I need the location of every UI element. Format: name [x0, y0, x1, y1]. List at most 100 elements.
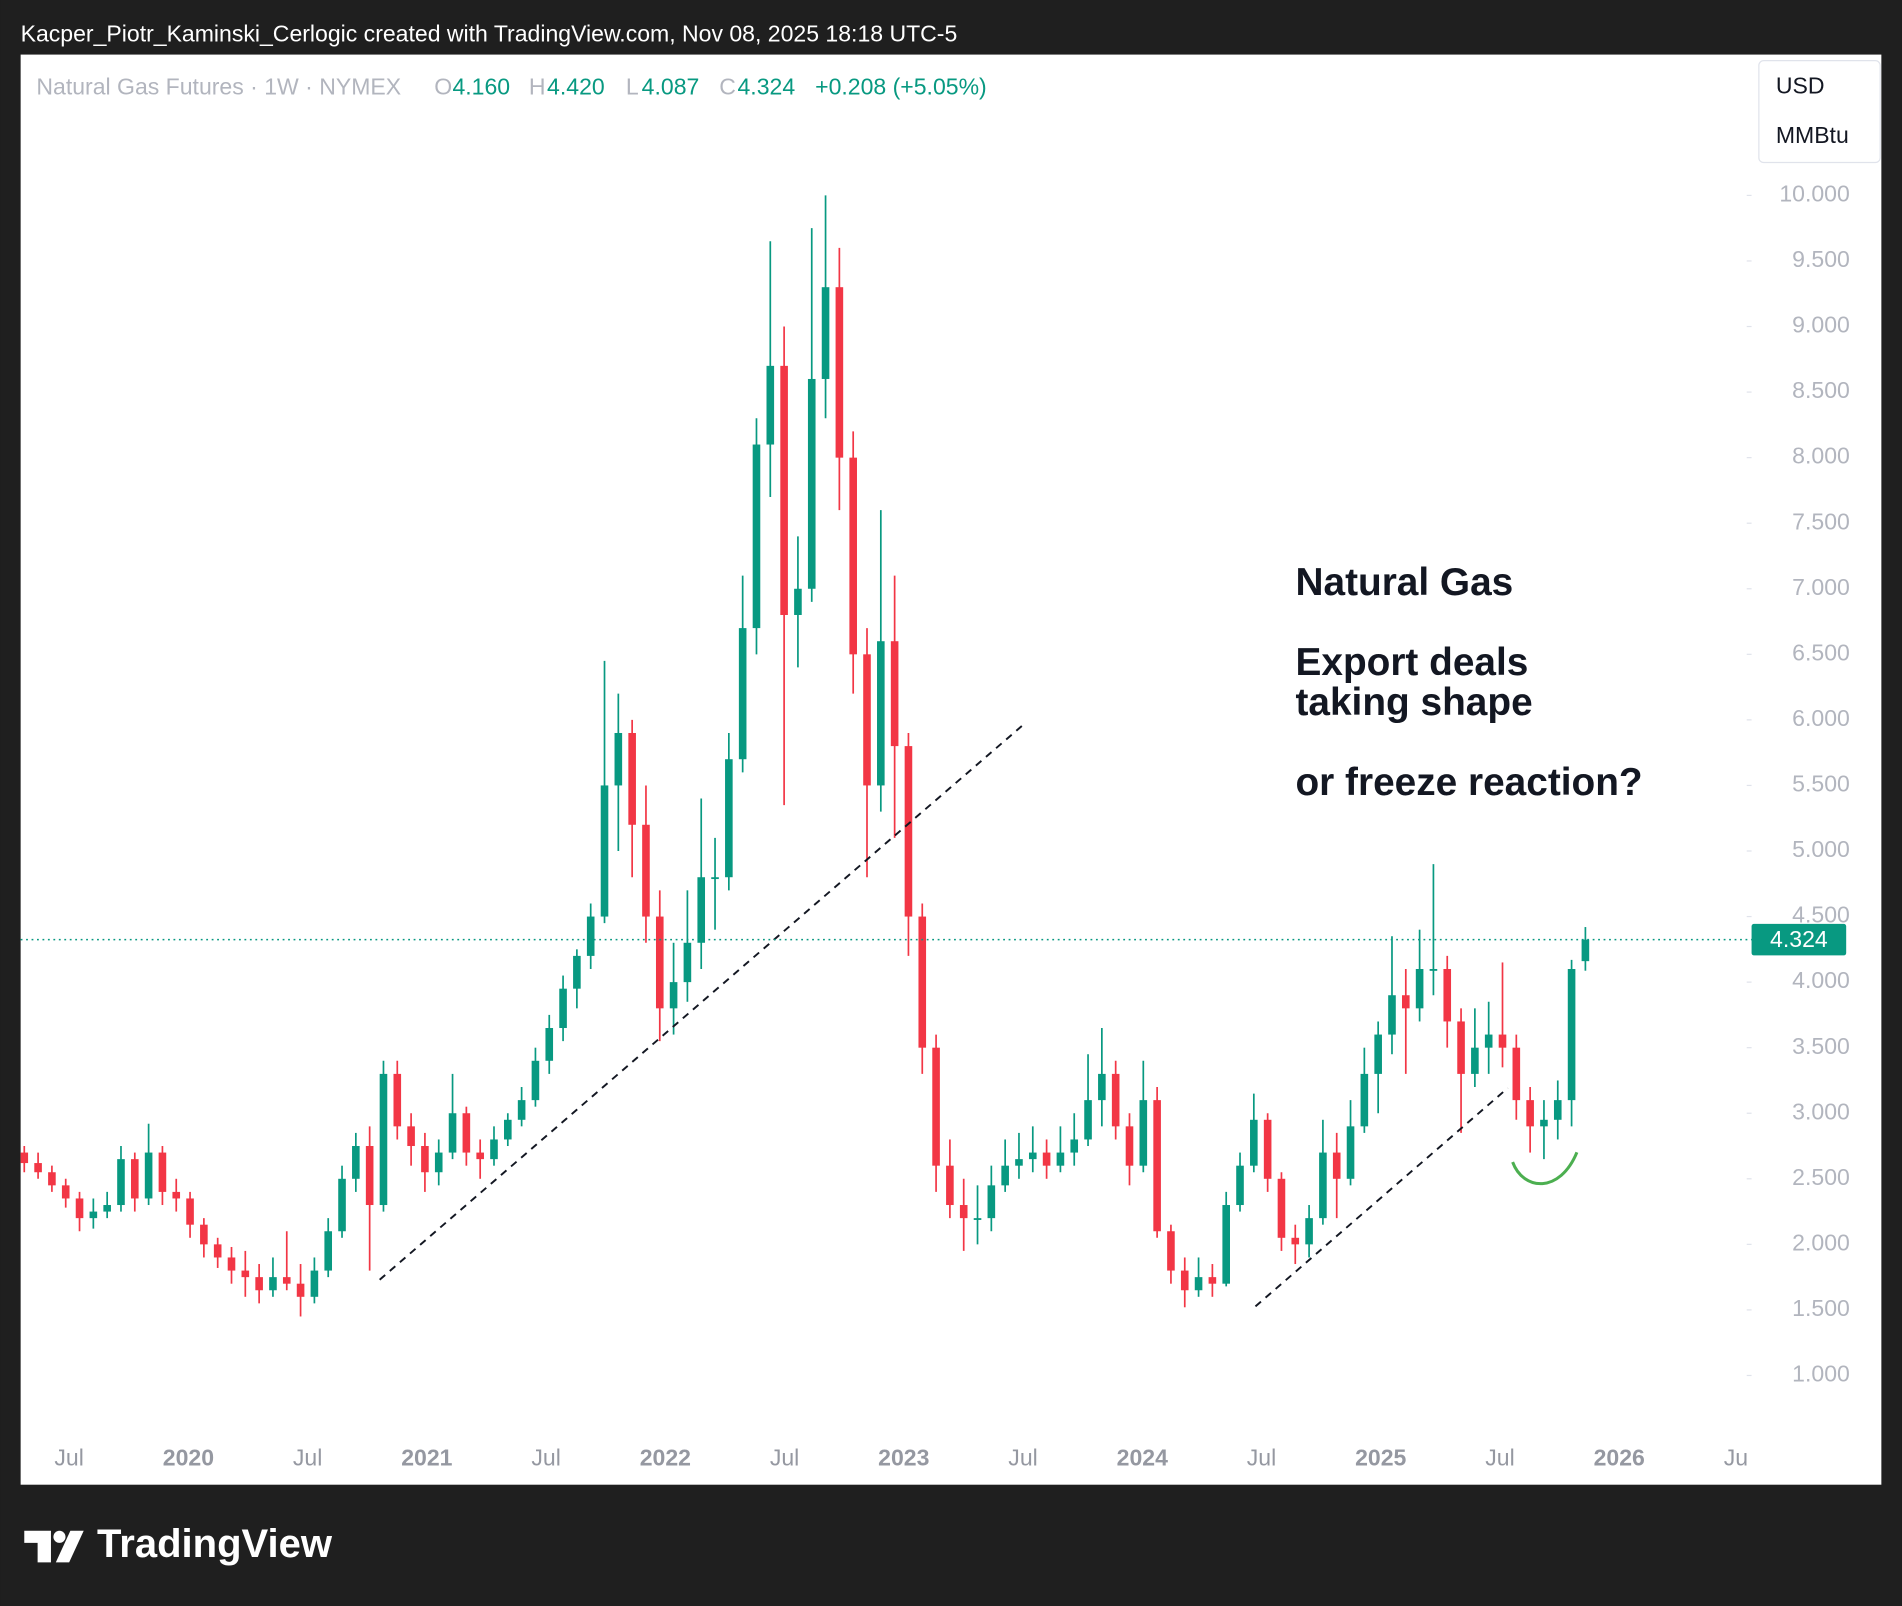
candle-body: [1250, 1119, 1258, 1166]
y-tick-label: 10.000: [1779, 181, 1849, 207]
x-tick-label: 2024: [1117, 1444, 1168, 1470]
candle-body: [642, 824, 650, 917]
x-tick-label: Jul: [54, 1444, 83, 1470]
x-tick-label: Jul: [293, 1444, 322, 1470]
candle-body: [1056, 1152, 1065, 1166]
annotation: or freeze reaction?: [1295, 761, 1642, 804]
candle-body: [807, 378, 816, 589]
x-tick-label: 2025: [1355, 1444, 1406, 1470]
candle-body: [932, 1047, 940, 1166]
trend-line: [1254, 1087, 1509, 1308]
candle-body: [614, 732, 623, 786]
candle-body: [1222, 1205, 1230, 1284]
candle-body: [669, 982, 678, 1009]
x-tick-label: Jul: [1247, 1444, 1276, 1470]
candle-body: [1263, 1119, 1272, 1179]
candle-body: [186, 1198, 194, 1225]
unit-box[interactable]: [1758, 60, 1881, 164]
candle-body: [683, 942, 692, 983]
x-tick-label: 2026: [1594, 1444, 1645, 1470]
candle-body: [1360, 1073, 1369, 1127]
candle-body: [282, 1277, 291, 1284]
candle-body: [296, 1283, 305, 1297]
ohlc-key: O: [434, 74, 452, 100]
candle-body: [1415, 969, 1424, 1009]
trend-line: [379, 724, 1024, 1281]
y-tick-label: 3.000: [1792, 1098, 1850, 1124]
candle-body: [877, 641, 885, 786]
candle-body: [269, 1277, 277, 1291]
ohlc-legend: Natural Gas Futures · 1W · NYMEX O 4.160…: [36, 74, 986, 100]
candle-body: [600, 785, 609, 917]
x-tick-label: Jul: [1008, 1444, 1037, 1470]
y-tick-label: 9.500: [1792, 246, 1850, 272]
candle-body: [628, 732, 636, 825]
candle-body: [1084, 1100, 1092, 1140]
x-tick-label: Jul: [531, 1444, 560, 1470]
candle-body: [973, 1218, 982, 1220]
annotation: taking shape: [1295, 681, 1532, 724]
candle-body: [1208, 1277, 1217, 1284]
candle-body: [89, 1211, 98, 1219]
currency: USD: [1776, 72, 1825, 98]
candle-body: [738, 628, 747, 760]
candle-body: [1098, 1073, 1106, 1101]
header-credit: Kacper_Piotr_Kaminski_Cerlogic created w…: [21, 20, 958, 46]
candle-body: [1512, 1047, 1521, 1101]
y-tick-label: 8.500: [1792, 377, 1850, 403]
candle-body: [130, 1159, 139, 1199]
y-tick-label: 2.000: [1792, 1229, 1850, 1255]
candle-body: [1498, 1034, 1507, 1048]
candle-body: [1553, 1100, 1562, 1120]
x-tick-label: Jul: [1485, 1444, 1514, 1470]
candle-body: [20, 1152, 29, 1164]
candle-body: [1429, 969, 1438, 971]
candle-body: [200, 1224, 208, 1245]
candle-body: [1139, 1100, 1148, 1166]
candle-body: [1125, 1126, 1134, 1166]
last-price-label: 4.324: [1770, 926, 1828, 952]
candle-body: [918, 916, 927, 1048]
candle-body: [1028, 1152, 1037, 1160]
y-tick-label: 7.000: [1792, 574, 1850, 600]
time-axis: Jul 2020 Jul 2021 Jul 2022 Jul 2023 Jul 2024 Jul 20…: [54, 1444, 1753, 1470]
candle-body: [172, 1191, 181, 1199]
candle-body: [821, 287, 830, 379]
candle-body: [725, 759, 733, 878]
candle-body: [1443, 969, 1452, 1022]
plot-area: [20, 195, 1590, 1317]
candle-body: [103, 1205, 111, 1212]
candle-body: [545, 1028, 554, 1061]
candle-body: [365, 1146, 374, 1206]
ohlc-value: 4.087: [642, 74, 700, 100]
candle-body: [1042, 1152, 1051, 1166]
candle-body: [338, 1178, 346, 1232]
y-tick-label: 7.500: [1792, 508, 1850, 534]
candle-body: [1194, 1277, 1203, 1291]
x-tick-label: Jul: [1724, 1444, 1753, 1470]
candle-body: [1001, 1165, 1009, 1186]
candle-body: [1305, 1218, 1313, 1245]
x-tick-label: 2021: [401, 1444, 452, 1470]
y-tick-label: 6.500: [1792, 639, 1850, 665]
candle-body: [48, 1172, 56, 1186]
ohlc-value: 4.160: [452, 74, 510, 100]
candle-body: [531, 1060, 540, 1101]
candle-body: [1471, 1047, 1479, 1074]
candle-body: [379, 1073, 388, 1206]
candle-body: [324, 1231, 333, 1271]
candle-body: [310, 1270, 319, 1297]
candle-body: [766, 365, 775, 445]
candle-body: [1332, 1152, 1341, 1179]
candle-body: [255, 1277, 263, 1291]
candle-body: [1153, 1100, 1161, 1232]
candle-body: [144, 1152, 153, 1199]
candle-body: [1015, 1159, 1023, 1166]
y-tick-label: 4.000: [1792, 967, 1850, 993]
candle-body: [1388, 995, 1396, 1035]
x-tick-label: Jul: [770, 1444, 799, 1470]
candle-body: [517, 1100, 526, 1120]
candle-body: [1346, 1126, 1355, 1179]
candle-body: [34, 1163, 42, 1173]
